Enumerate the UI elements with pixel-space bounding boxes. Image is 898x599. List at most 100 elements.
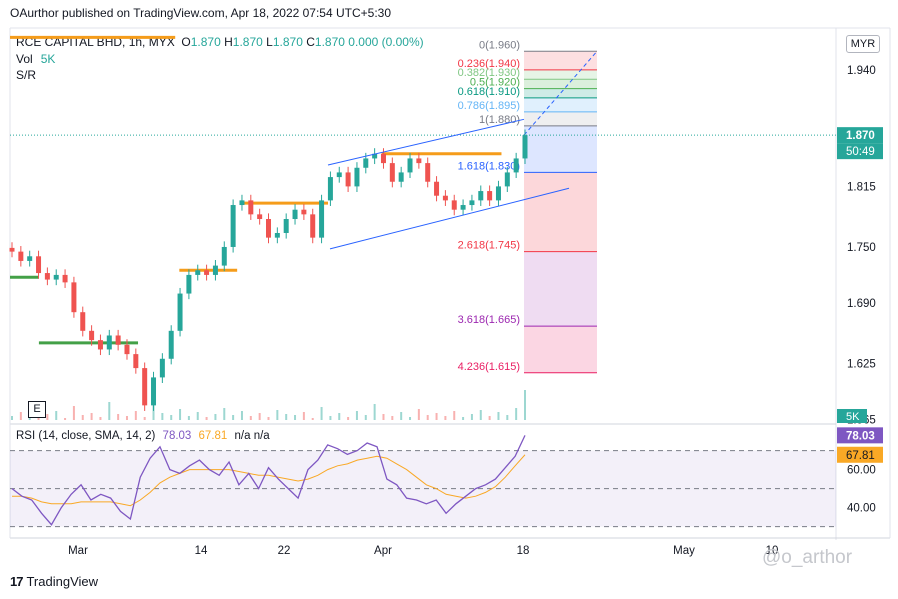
candle-body — [460, 205, 466, 210]
candle-body — [274, 232, 280, 238]
volume-bar — [134, 411, 137, 420]
time-axis[interactable]: Mar 14 22 Apr 18 May 10 — [68, 545, 778, 557]
volume-badge — [837, 409, 867, 423]
candle-body — [327, 177, 333, 201]
rsi-legend-value: 78.03 — [162, 430, 192, 442]
fib-level-label: 1.618(1.830) — [458, 160, 520, 172]
candle-body — [186, 274, 192, 294]
volume-bar — [400, 412, 403, 420]
candle-body — [204, 270, 210, 275]
volume-bars — [11, 390, 526, 420]
countdown-label: 50:49 — [846, 146, 875, 158]
volume-bar — [479, 410, 482, 420]
fib-level-label: 0.382(1.930) — [458, 67, 520, 79]
fib-level-label: 0(1.960) — [479, 39, 520, 51]
fib-zone — [524, 88, 597, 98]
volume-bar — [19, 412, 22, 420]
volume-legend[interactable]: Vol 5K — [16, 52, 55, 66]
fibonacci-extension[interactable]: 0(1.960) 0.236(1.940)0.382(1.930)0.5(1.92… — [458, 39, 598, 374]
candle-body — [319, 200, 325, 238]
candle-body — [9, 247, 15, 252]
volume-bar — [117, 414, 120, 420]
volume-bar — [453, 411, 456, 420]
volume-bar — [524, 390, 526, 420]
close-key: C — [306, 35, 315, 49]
tradingview-logo-icon: 17 — [10, 574, 24, 589]
fib-level-label: 2.618(1.745) — [458, 240, 520, 252]
volume-bar — [391, 416, 394, 420]
candle-body — [442, 195, 448, 201]
fib-zone — [524, 69, 597, 80]
volume-bar — [515, 408, 518, 420]
volume-bar — [373, 404, 376, 420]
last-price-badge — [837, 127, 883, 144]
fib-level-label: 0.5(1.920) — [470, 77, 520, 89]
candle-body — [416, 158, 422, 164]
volume-bar — [55, 411, 58, 420]
candle-body — [36, 256, 42, 274]
candle-body — [283, 219, 289, 233]
volume-bar — [302, 412, 305, 420]
candle-body — [425, 163, 431, 182]
volume-bar — [223, 408, 226, 420]
time-tick-label: 22 — [278, 545, 291, 557]
rsi-legend-sma: 67.81 — [198, 430, 228, 442]
sr-indicator-label[interactable]: S/R — [16, 68, 37, 82]
volume-bar — [187, 416, 190, 420]
rsi-legend[interactable]: RSI (14, close, SMA, 14, 2) 78.03 67.81 … — [16, 430, 270, 442]
volume-bar — [382, 414, 385, 420]
rsi-value-label: 78.03 — [846, 430, 875, 442]
price-axis[interactable]: 1.9401.8151.7501.6901.6251.5651.87050:49… — [837, 65, 883, 426]
earnings-marker[interactable]: E — [28, 401, 46, 418]
support-resistance-lines — [10, 35, 502, 345]
volume-bar — [267, 417, 270, 420]
volume-bar — [417, 409, 420, 420]
candle-body — [151, 377, 157, 406]
volume-bar — [435, 413, 438, 420]
rsi-sma-badge — [837, 446, 883, 463]
close-value: 1.870 — [314, 35, 345, 49]
fib-level-label: 0.618(1.910) — [458, 86, 520, 98]
volume-bar — [81, 415, 84, 420]
currency-button[interactable]: MYR — [846, 35, 880, 53]
publisher-line: OAurthor published on TradingView.com, A… — [10, 6, 392, 20]
volume-bar — [347, 417, 350, 420]
low-key: L — [266, 35, 273, 49]
volume-bar — [294, 415, 297, 420]
fib-level-label: 0.786(1.895) — [458, 100, 520, 112]
volume-bar — [143, 417, 146, 420]
rsi-line — [11, 435, 526, 526]
price-tick-label: 1.625 — [847, 358, 876, 370]
fib-zone — [524, 125, 597, 173]
volume-bar — [240, 411, 243, 420]
price-tick-label: 1.815 — [847, 181, 876, 193]
candle-body — [221, 246, 227, 266]
candle-body — [212, 265, 218, 275]
trend-channel[interactable] — [327, 118, 570, 250]
low-value: 1.870 — [272, 35, 303, 49]
candle-body — [336, 172, 342, 178]
candle-body — [354, 167, 360, 187]
candle-body — [106, 335, 112, 350]
candle-body — [239, 200, 245, 206]
volume-bar — [470, 414, 473, 420]
candle-body — [495, 186, 501, 201]
open-value: 1.870 — [190, 35, 221, 49]
fib-trend-line — [523, 50, 598, 136]
rsi-pane[interactable]: 60.00 40.00 78.03 67.81 — [10, 427, 883, 528]
candle-body — [469, 200, 475, 206]
high-value: 1.870 — [232, 35, 263, 49]
candle-body — [159, 358, 165, 378]
volume-bar — [161, 413, 164, 420]
candle-body — [372, 153, 378, 159]
volume-bar — [196, 412, 199, 420]
volume-bar — [355, 411, 358, 420]
tradingview-logo[interactable]: 17 TradingView — [10, 574, 98, 589]
time-tick-label: 10 — [766, 545, 779, 557]
watermark: @o_arthor — [762, 547, 853, 568]
channel-upper-line — [327, 118, 525, 166]
countdown-badge — [837, 143, 883, 160]
candle-body — [27, 256, 33, 261]
candle-body — [266, 219, 271, 238]
